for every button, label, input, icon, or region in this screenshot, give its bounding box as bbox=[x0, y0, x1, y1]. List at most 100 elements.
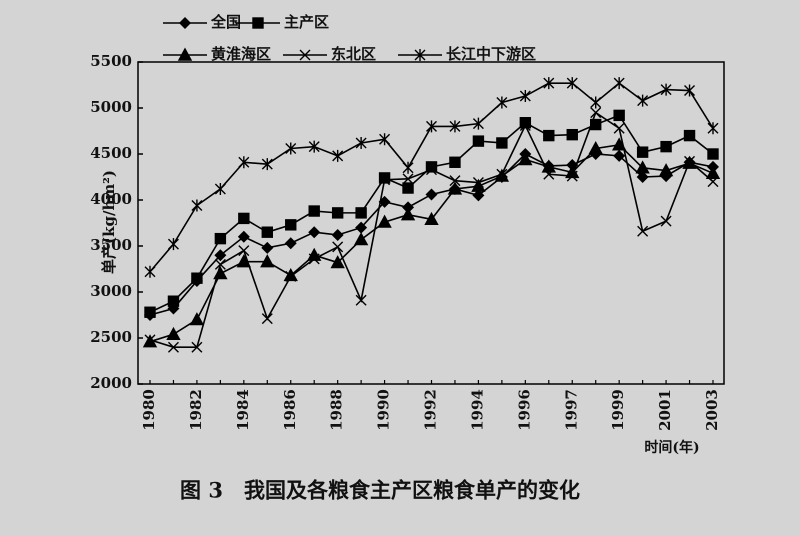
marker bbox=[144, 306, 156, 318]
marker bbox=[660, 215, 672, 227]
marker bbox=[426, 164, 437, 176]
y-tick-label: 2500 bbox=[90, 328, 132, 346]
x-tick-label: 1996 bbox=[515, 389, 533, 431]
marker bbox=[261, 241, 274, 254]
x-tick-label: 1992 bbox=[422, 389, 440, 431]
marker bbox=[355, 294, 367, 306]
marker bbox=[447, 181, 463, 195]
marker bbox=[331, 207, 344, 219]
marker bbox=[214, 182, 226, 195]
y-tick-label: 3000 bbox=[90, 282, 132, 300]
marker bbox=[684, 84, 696, 97]
marker bbox=[260, 254, 275, 268]
marker bbox=[308, 253, 320, 265]
marker bbox=[252, 17, 264, 29]
marker bbox=[613, 149, 626, 162]
marker bbox=[636, 146, 649, 158]
y-tick-label: 3500 bbox=[90, 236, 132, 254]
legend-label: 长江中下游区 bbox=[446, 45, 536, 63]
marker bbox=[590, 107, 602, 119]
marker bbox=[261, 313, 273, 325]
marker bbox=[377, 214, 392, 228]
marker bbox=[238, 212, 250, 225]
marker bbox=[613, 77, 625, 90]
marker bbox=[660, 140, 672, 153]
x-tick-label: 1984 bbox=[234, 389, 252, 431]
marker bbox=[379, 174, 391, 186]
legend-label: 黄淮海区 bbox=[211, 45, 271, 63]
marker bbox=[543, 77, 555, 90]
marker bbox=[543, 168, 555, 180]
marker bbox=[658, 163, 674, 177]
marker bbox=[167, 295, 180, 307]
marker bbox=[707, 122, 719, 135]
y-axis-label: 单产(kg/hm²) bbox=[100, 170, 118, 274]
x-tick-label: 2003 bbox=[703, 389, 721, 431]
marker bbox=[331, 228, 344, 241]
marker bbox=[566, 170, 578, 182]
marker bbox=[705, 165, 721, 180]
marker bbox=[308, 205, 320, 217]
marker bbox=[261, 226, 273, 238]
chart-title: 图 3 我国及各粮食主产区粮食单产的变化 bbox=[180, 478, 580, 503]
marker bbox=[424, 211, 439, 226]
x-tick-label: 1999 bbox=[609, 389, 627, 431]
marker bbox=[543, 129, 555, 142]
marker bbox=[449, 175, 461, 187]
marker bbox=[496, 96, 508, 109]
marker bbox=[191, 199, 203, 212]
marker bbox=[425, 188, 438, 201]
y-tick-label: 5500 bbox=[90, 52, 132, 70]
marker bbox=[189, 312, 205, 326]
marker bbox=[637, 94, 649, 107]
marker bbox=[353, 232, 369, 246]
marker bbox=[285, 219, 297, 231]
x-tick-label: 2001 bbox=[656, 389, 674, 431]
marker bbox=[285, 142, 297, 155]
x-tick-label: 1982 bbox=[187, 389, 205, 431]
x-axis-label: 时间(年) bbox=[644, 439, 699, 456]
marker bbox=[177, 47, 193, 61]
marker bbox=[496, 168, 508, 180]
marker bbox=[144, 265, 156, 278]
marker bbox=[684, 155, 696, 167]
marker bbox=[299, 49, 311, 61]
marker bbox=[566, 77, 578, 90]
marker bbox=[660, 83, 672, 96]
marker bbox=[402, 161, 414, 174]
x-tick-label: 1986 bbox=[281, 389, 299, 431]
marker bbox=[472, 117, 484, 130]
marker bbox=[472, 177, 484, 189]
marker bbox=[496, 137, 508, 149]
marker bbox=[285, 270, 297, 282]
marker bbox=[191, 272, 203, 284]
marker bbox=[414, 49, 426, 61]
y-tick-label: 4500 bbox=[90, 144, 132, 162]
marker bbox=[179, 17, 191, 29]
x-tick-label: 1997 bbox=[562, 389, 580, 431]
marker bbox=[637, 225, 649, 237]
x-tick-label: 1990 bbox=[375, 389, 393, 431]
marker bbox=[613, 109, 625, 122]
marker bbox=[449, 120, 461, 133]
marker bbox=[191, 341, 203, 353]
marker bbox=[284, 237, 297, 250]
marker bbox=[402, 173, 414, 185]
marker bbox=[519, 90, 531, 103]
legend-label: 主产区 bbox=[284, 13, 329, 31]
marker bbox=[214, 249, 227, 262]
marker bbox=[330, 255, 345, 269]
marker bbox=[332, 241, 344, 253]
marker bbox=[238, 156, 250, 169]
marker bbox=[613, 122, 625, 134]
marker bbox=[566, 128, 578, 141]
marker bbox=[238, 245, 250, 257]
marker bbox=[167, 341, 179, 353]
legend-label: 全国 bbox=[210, 13, 241, 31]
marker bbox=[636, 171, 649, 183]
marker bbox=[308, 226, 321, 239]
marker bbox=[237, 230, 250, 243]
marker bbox=[355, 207, 367, 219]
y-tick-label: 2000 bbox=[90, 374, 132, 392]
